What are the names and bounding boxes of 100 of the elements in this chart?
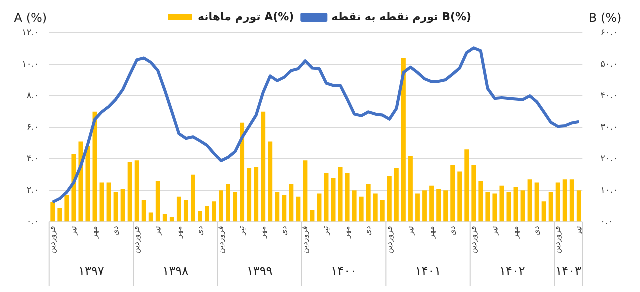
- x-tick-label: فروردین: [48, 226, 57, 254]
- x-tick-label: فروردین: [300, 226, 310, 254]
- x-tick-label: تیر: [406, 226, 415, 236]
- bar: [128, 162, 132, 222]
- bar: [338, 166, 343, 222]
- bar: [366, 184, 371, 222]
- x-tick-label: تیر: [322, 226, 331, 236]
- bar: [422, 190, 427, 222]
- bar: [296, 196, 301, 222]
- x-tick-label: دی: [195, 226, 204, 236]
- bar: [458, 172, 462, 222]
- x-tick-label: مهر: [258, 226, 268, 240]
- y-tick-label: ۱۰.۰: [22, 60, 40, 70]
- bar: [562, 180, 568, 222]
- bar: [478, 181, 484, 222]
- bar: [359, 196, 364, 222]
- bar: [464, 150, 470, 222]
- bar: [50, 202, 56, 222]
- x-tick-label: تیر: [490, 226, 500, 236]
- bar: [72, 154, 76, 222]
- bar: [352, 190, 357, 222]
- x-tick-label: تیر: [153, 226, 162, 236]
- y2-tick-label: ۴۰.۰: [600, 91, 618, 102]
- bar: [148, 212, 154, 222]
- bar: [268, 142, 273, 222]
- bar: [387, 176, 392, 222]
- bar: [219, 190, 224, 222]
- bar: [570, 180, 574, 222]
- y-tick-label: ۲.۰: [26, 186, 40, 196]
- x-tick-label: فروردین: [132, 226, 142, 254]
- bar: [184, 200, 188, 222]
- x-tick-label: مهر: [90, 226, 100, 240]
- bar: [100, 182, 104, 222]
- y-tick-label: ۶.۰: [26, 122, 40, 133]
- bar: [247, 168, 252, 222]
- bar: [64, 195, 70, 222]
- bar: [58, 208, 62, 222]
- x-tick-label: مهر: [511, 226, 520, 240]
- bar: [416, 194, 420, 222]
- y-tick-label: ۱۲.۰: [22, 28, 40, 38]
- bar: [162, 214, 168, 222]
- x-tick-label: دی: [532, 226, 542, 236]
- x-tick-label: تیر: [237, 226, 246, 236]
- bar: [514, 187, 518, 222]
- y2-tick-label: ۱۰.۰: [600, 186, 618, 196]
- bar: [134, 160, 140, 222]
- bar: [170, 217, 174, 222]
- y-axis-title: A (%): [14, 11, 48, 26]
- bar: [394, 168, 399, 222]
- bar: [444, 190, 448, 222]
- bar: [542, 202, 546, 222]
- x-tick-label: دی: [364, 226, 373, 236]
- bar: [430, 186, 434, 222]
- bar: [450, 165, 456, 222]
- bar: [331, 178, 336, 222]
- text: ۱۳۹۹: [246, 264, 273, 278]
- text: ۱۴۰۰: [331, 264, 357, 278]
- y2-tick-label: ۳۰.۰: [600, 122, 618, 133]
- x-tick-label: فروردین: [384, 226, 394, 254]
- bar: [156, 181, 160, 222]
- y-tick-label: ۴.۰: [26, 154, 40, 164]
- bar: [275, 192, 280, 222]
- text: ۱۴۰۳: [556, 264, 582, 278]
- bar: [402, 58, 406, 222]
- y2-axis-title: B (%): [588, 11, 622, 26]
- bar: [233, 192, 238, 222]
- text: ۱۳۹۸: [162, 264, 190, 278]
- legend-label: تورم نقطه به نقطه B(%): [332, 10, 472, 24]
- x-tick-label: مهر: [174, 226, 184, 240]
- bar: [576, 190, 582, 222]
- y2-tick-label: ۵۰.۰: [600, 60, 618, 70]
- x-tick-label: تیر: [574, 226, 584, 236]
- x-tick-label: مهر: [426, 226, 436, 240]
- y-tick-label: ۸.۰: [26, 91, 40, 102]
- bar: [254, 166, 259, 222]
- bar: [528, 180, 532, 222]
- bar: [106, 182, 112, 222]
- bar: [176, 196, 182, 222]
- bar: [492, 194, 498, 222]
- x-tick-label: دی: [280, 226, 289, 236]
- bar: [506, 192, 512, 222]
- x-tick-label: دی: [111, 226, 120, 236]
- bar: [120, 189, 126, 222]
- bar: [226, 184, 230, 222]
- bar: [190, 174, 196, 222]
- text: ۱۳۹۷: [78, 264, 105, 278]
- bar: [324, 173, 329, 222]
- bar: [212, 202, 216, 222]
- bar: [436, 189, 442, 222]
- bar: [205, 206, 210, 222]
- bar: [486, 192, 490, 222]
- x-tick-label: مهر: [342, 226, 352, 240]
- x-tick-label: فروردین: [468, 226, 478, 254]
- x-tick-label: فروردین: [553, 226, 562, 254]
- bar: [520, 190, 526, 222]
- text: ۱۴۰۱: [415, 264, 442, 278]
- bar: [303, 160, 308, 222]
- bar: [142, 200, 146, 222]
- bar: [345, 173, 350, 222]
- bar: [380, 200, 385, 222]
